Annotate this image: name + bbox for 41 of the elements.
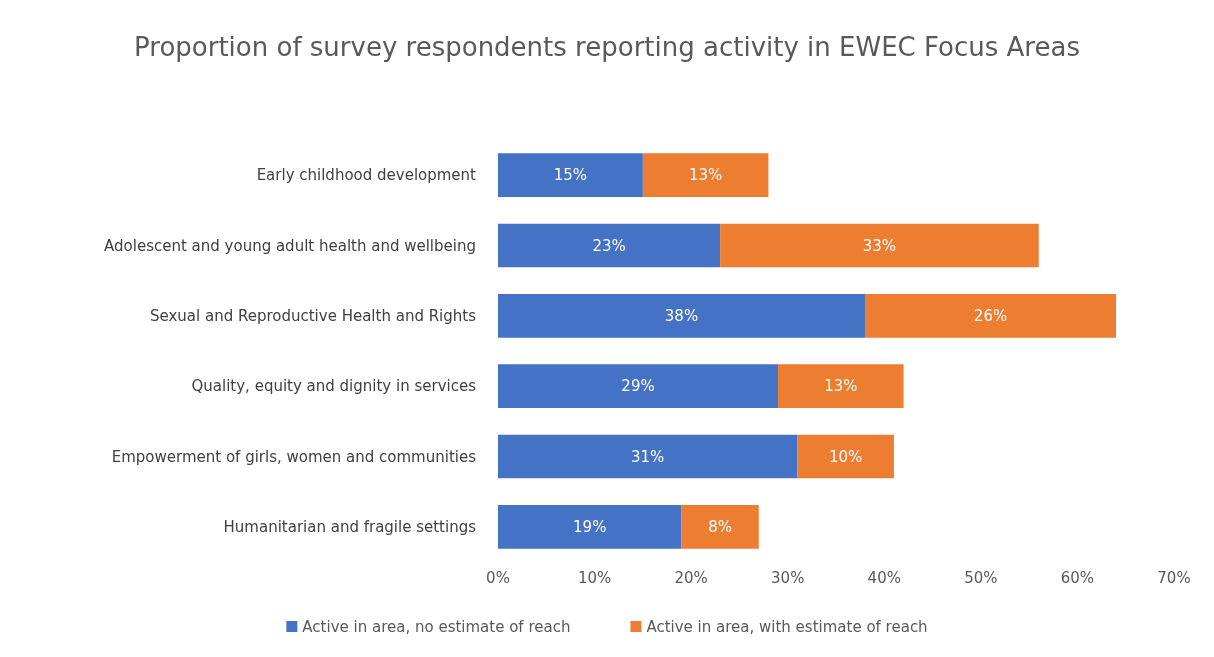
x-tick-label: 20% (674, 568, 708, 587)
x-tick-label: 0% (486, 568, 510, 587)
bar (778, 364, 904, 408)
x-tick-label: 70% (1157, 568, 1191, 587)
y-tick-label: Sexual and Reproductive Health and Rights (149, 306, 477, 325)
data-label: 19% (573, 517, 607, 536)
data-label: 23% (592, 236, 626, 255)
bar (498, 223, 721, 268)
bar (797, 434, 894, 479)
bar (720, 223, 1039, 268)
data-label: 33% (862, 236, 897, 255)
bar (498, 364, 779, 408)
bar (498, 294, 865, 338)
data-label: 13% (824, 377, 858, 396)
y-tick-label: Empowerment of girls, women and communities (111, 447, 477, 466)
data-label: 10% (828, 447, 863, 466)
data-label: 38% (664, 306, 699, 325)
data-label: 13% (688, 166, 723, 185)
data-label: 29% (621, 377, 655, 396)
legend-label: Active in area, with estimate of reach (646, 617, 928, 636)
data-label: 26% (973, 306, 1008, 325)
bar (498, 434, 798, 479)
x-tick-label: 60% (1060, 568, 1095, 587)
data-label: 8% (708, 517, 733, 536)
y-tick-label: Adolescent and young adult health and wellbeing (104, 236, 476, 255)
data-label: 31% (631, 447, 665, 466)
y-tick-label: Humanitarian and fragile settings (223, 517, 477, 536)
bar (864, 294, 1117, 338)
y-tick-label: Quality, equity and dignity in services (191, 377, 477, 396)
x-tick-label: 50% (964, 568, 998, 587)
data-label: 15% (553, 166, 588, 185)
bar (681, 505, 759, 549)
legend-label: Active in area, no estimate of reach (302, 617, 571, 636)
y-tick-label: Early childhood development (256, 166, 477, 185)
x-tick-label: 10% (577, 568, 612, 587)
bar (498, 505, 682, 549)
bar (642, 153, 769, 197)
bar (498, 153, 643, 197)
x-tick-label: 30% (771, 568, 805, 587)
x-tick-label: 40% (867, 568, 901, 587)
chart-title: Proportion of survey respondents reporting activity in EWEC Focus Areas (134, 32, 1080, 62)
